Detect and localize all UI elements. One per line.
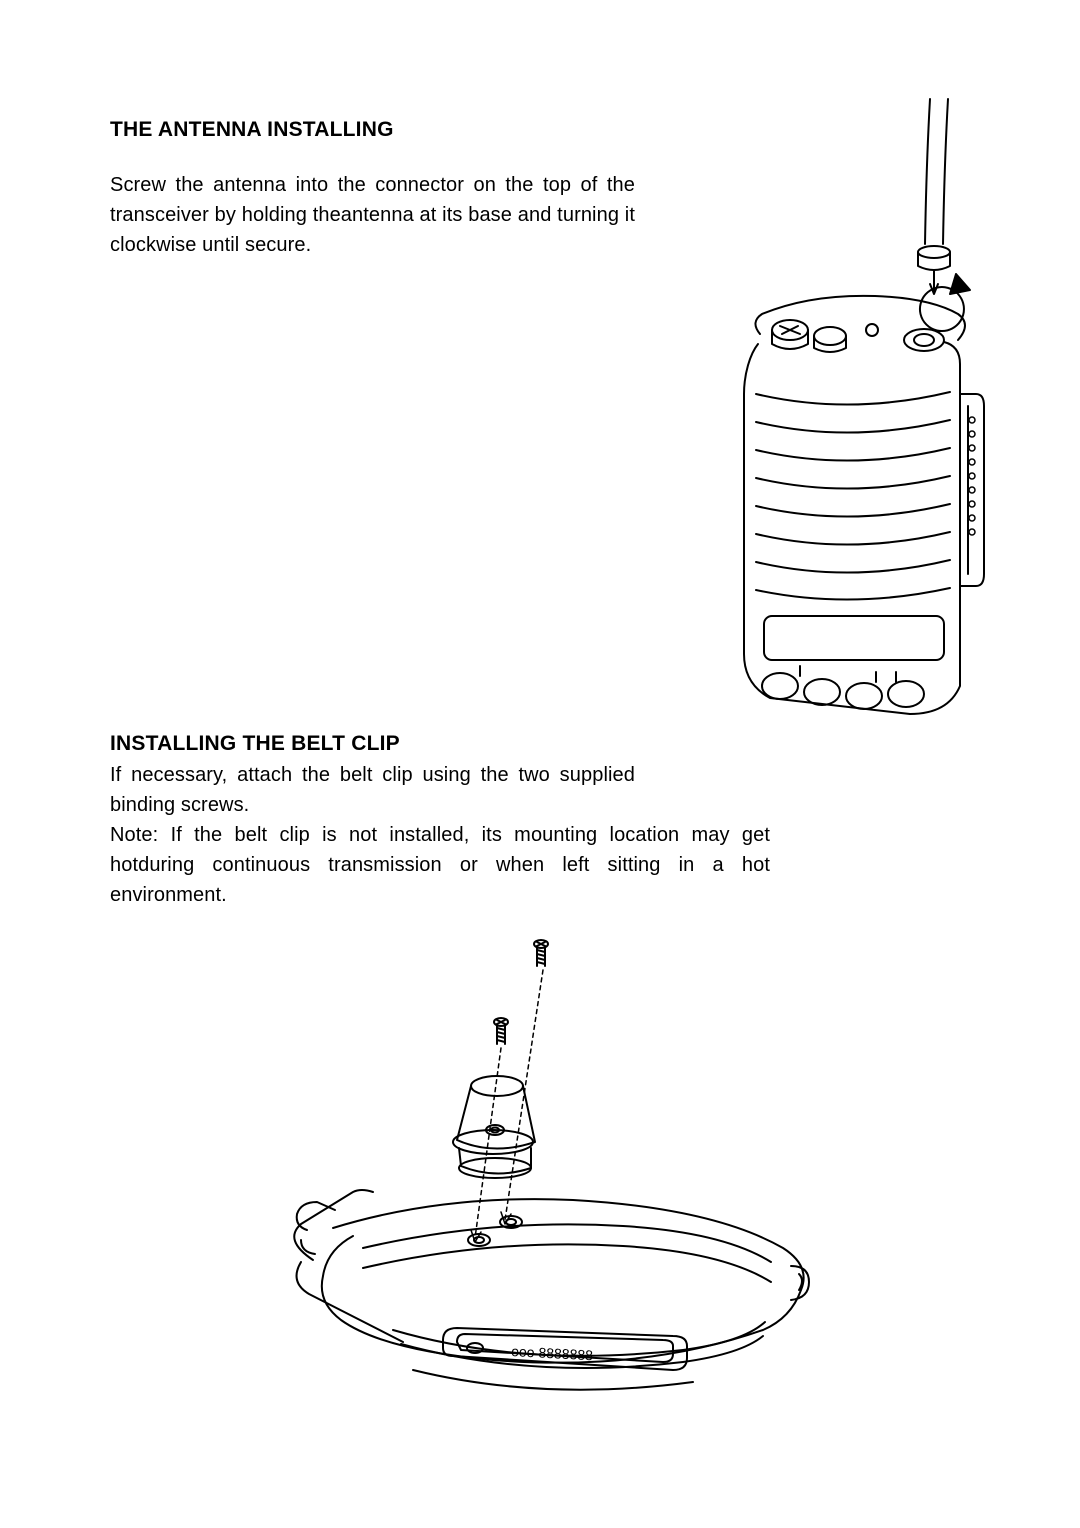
section2-heading: INSTALLING THE BELT CLIP bbox=[110, 732, 975, 756]
section1-body: Screw the antenna into the connector on … bbox=[110, 170, 635, 260]
document-page: THE ANTENNA INSTALLING Screw the antenna… bbox=[0, 0, 1080, 1450]
section2-body: If necessary, attach the belt clip using… bbox=[110, 760, 635, 820]
belt-clip-illustration: ooo 8888888 bbox=[243, 930, 843, 1450]
section2: INSTALLING THE BELT CLIP If necessary, a… bbox=[110, 732, 975, 1450]
transceiver-antenna-illustration bbox=[700, 94, 1020, 734]
section2-note: Note: If the belt clip is not installed,… bbox=[110, 820, 770, 910]
